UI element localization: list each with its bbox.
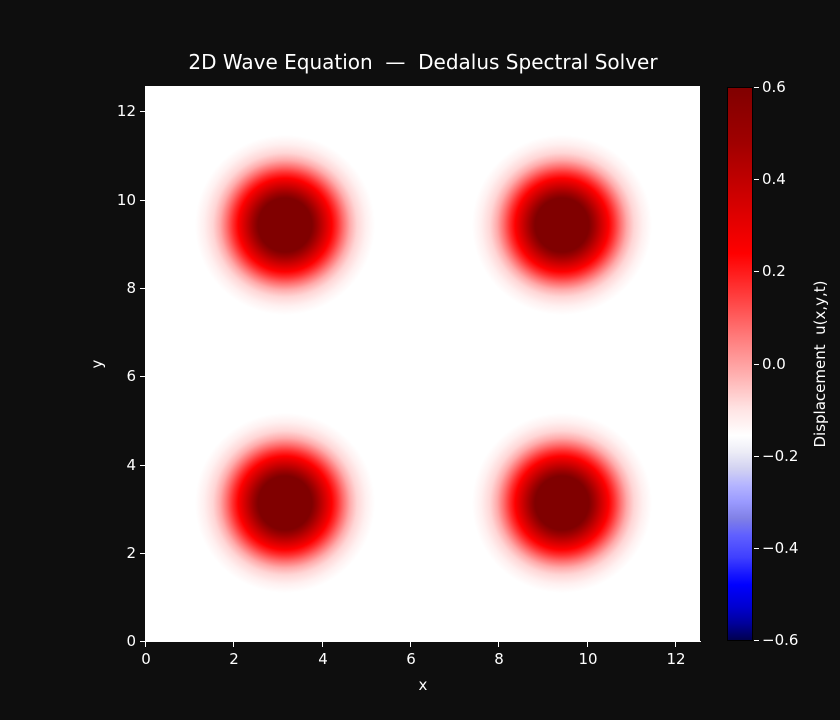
colorbar xyxy=(727,87,753,641)
colorbar-tick xyxy=(754,179,759,180)
y-tick xyxy=(140,200,145,201)
x-tick-label: 12 xyxy=(666,650,686,668)
x-tick xyxy=(145,642,146,647)
x-tick xyxy=(233,642,234,647)
y-tick xyxy=(140,288,145,289)
colorbar-tick xyxy=(754,640,759,641)
y-tick-label: 8 xyxy=(126,279,136,297)
x-tick-label: 10 xyxy=(578,650,598,668)
x-axis-label: x xyxy=(418,676,428,694)
x-tick xyxy=(587,642,588,647)
heatmap-plot-area xyxy=(146,86,700,641)
y-tick xyxy=(140,111,145,112)
x-axis-spine xyxy=(145,641,701,642)
y-axis-label: y xyxy=(88,359,106,369)
x-tick-label: 6 xyxy=(406,650,416,668)
x-tick xyxy=(322,642,323,647)
colorbar-tick-label: −0.6 xyxy=(762,631,799,649)
y-tick xyxy=(140,465,145,466)
colorbar-tick xyxy=(754,87,759,88)
wave-peak-bottom-right xyxy=(471,412,652,593)
x-tick xyxy=(410,642,411,647)
y-tick xyxy=(140,641,145,642)
x-tick xyxy=(675,642,676,647)
x-tick-label: 0 xyxy=(141,650,151,668)
y-tick-label: 6 xyxy=(126,367,136,385)
colorbar-tick xyxy=(754,364,759,365)
colorbar-tick-label: 0.6 xyxy=(762,78,786,96)
colorbar-tick xyxy=(754,548,759,549)
colorbar-tick-label: 0.2 xyxy=(762,262,786,280)
colorbar-tick-label: −0.2 xyxy=(762,447,799,465)
colorbar-tick-label: 0.4 xyxy=(762,170,786,188)
colorbar-tick xyxy=(754,456,759,457)
wave-peak-top-left xyxy=(194,135,375,315)
x-tick-label: 8 xyxy=(494,650,504,668)
chart-title: 2D Wave Equation — Dedalus Spectral Solv… xyxy=(188,50,658,74)
colorbar-label: Displacement u(x,y,t) xyxy=(811,280,829,448)
x-tick xyxy=(498,642,499,647)
colorbar-tick xyxy=(754,271,759,272)
colorbar-tick-label: 0.0 xyxy=(762,355,786,373)
y-tick-label: 4 xyxy=(126,456,136,474)
y-axis-spine xyxy=(145,86,146,642)
x-tick-label: 4 xyxy=(318,650,328,668)
wave-peak-top-right xyxy=(471,135,652,315)
colorbar-tick-label: −0.4 xyxy=(762,539,799,557)
y-tick xyxy=(140,553,145,554)
y-tick xyxy=(140,376,145,377)
y-tick-label: 12 xyxy=(116,102,136,120)
y-tick-label: 10 xyxy=(116,191,136,209)
wave-peak-bottom-left xyxy=(194,412,375,593)
y-tick-label: 2 xyxy=(126,544,136,562)
x-tick-label: 2 xyxy=(229,650,239,668)
y-tick-label: 0 xyxy=(126,632,136,650)
